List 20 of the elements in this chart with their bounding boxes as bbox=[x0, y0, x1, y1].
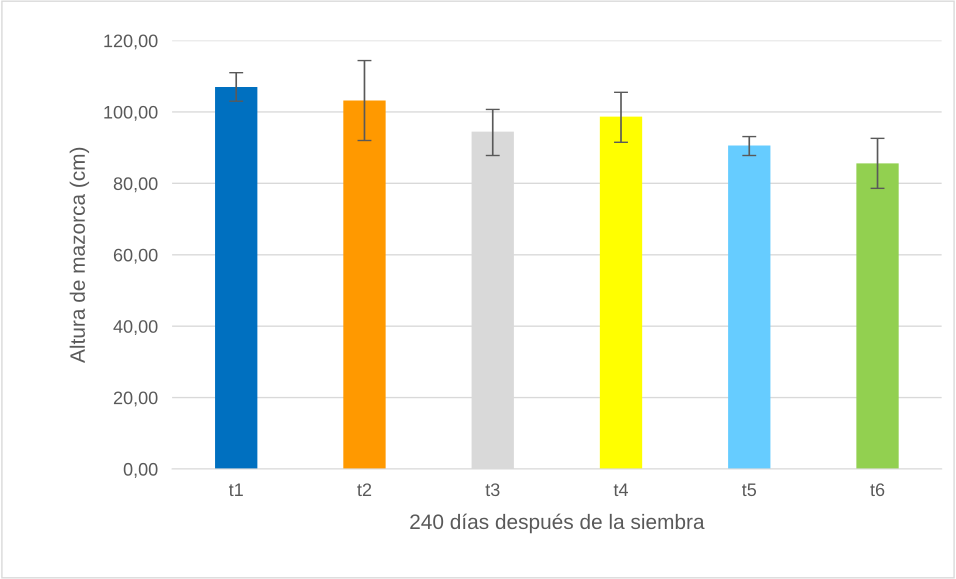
x-tick-label: t6 bbox=[870, 483, 884, 496]
y-tick-label: 0,00 bbox=[124, 462, 158, 478]
y-tick-label: 100,00 bbox=[104, 106, 158, 121]
y-axis-title: Altura de mazorca (cm) bbox=[70, 148, 90, 363]
x-tick-label: t2 bbox=[357, 483, 372, 496]
bar bbox=[856, 163, 899, 469]
bar bbox=[343, 100, 386, 469]
y-tick-label: 120,00 bbox=[104, 34, 158, 50]
bar bbox=[215, 86, 258, 469]
x-tick-label: t5 bbox=[742, 484, 756, 496]
y-tick-label: 80,00 bbox=[114, 177, 158, 192]
y-tick-label: 60,00 bbox=[114, 248, 158, 264]
bar bbox=[600, 116, 642, 469]
x-tick-label: t3 bbox=[485, 483, 500, 496]
x-tick-label: t4 bbox=[614, 484, 628, 496]
y-tick-label: 20,00 bbox=[114, 392, 158, 406]
x-axis-title: 240 días después de la siembra bbox=[410, 514, 705, 534]
y-tick-label: 40,00 bbox=[113, 320, 158, 336]
x-tick-label: t1 bbox=[228, 484, 243, 496]
bar bbox=[728, 146, 770, 469]
